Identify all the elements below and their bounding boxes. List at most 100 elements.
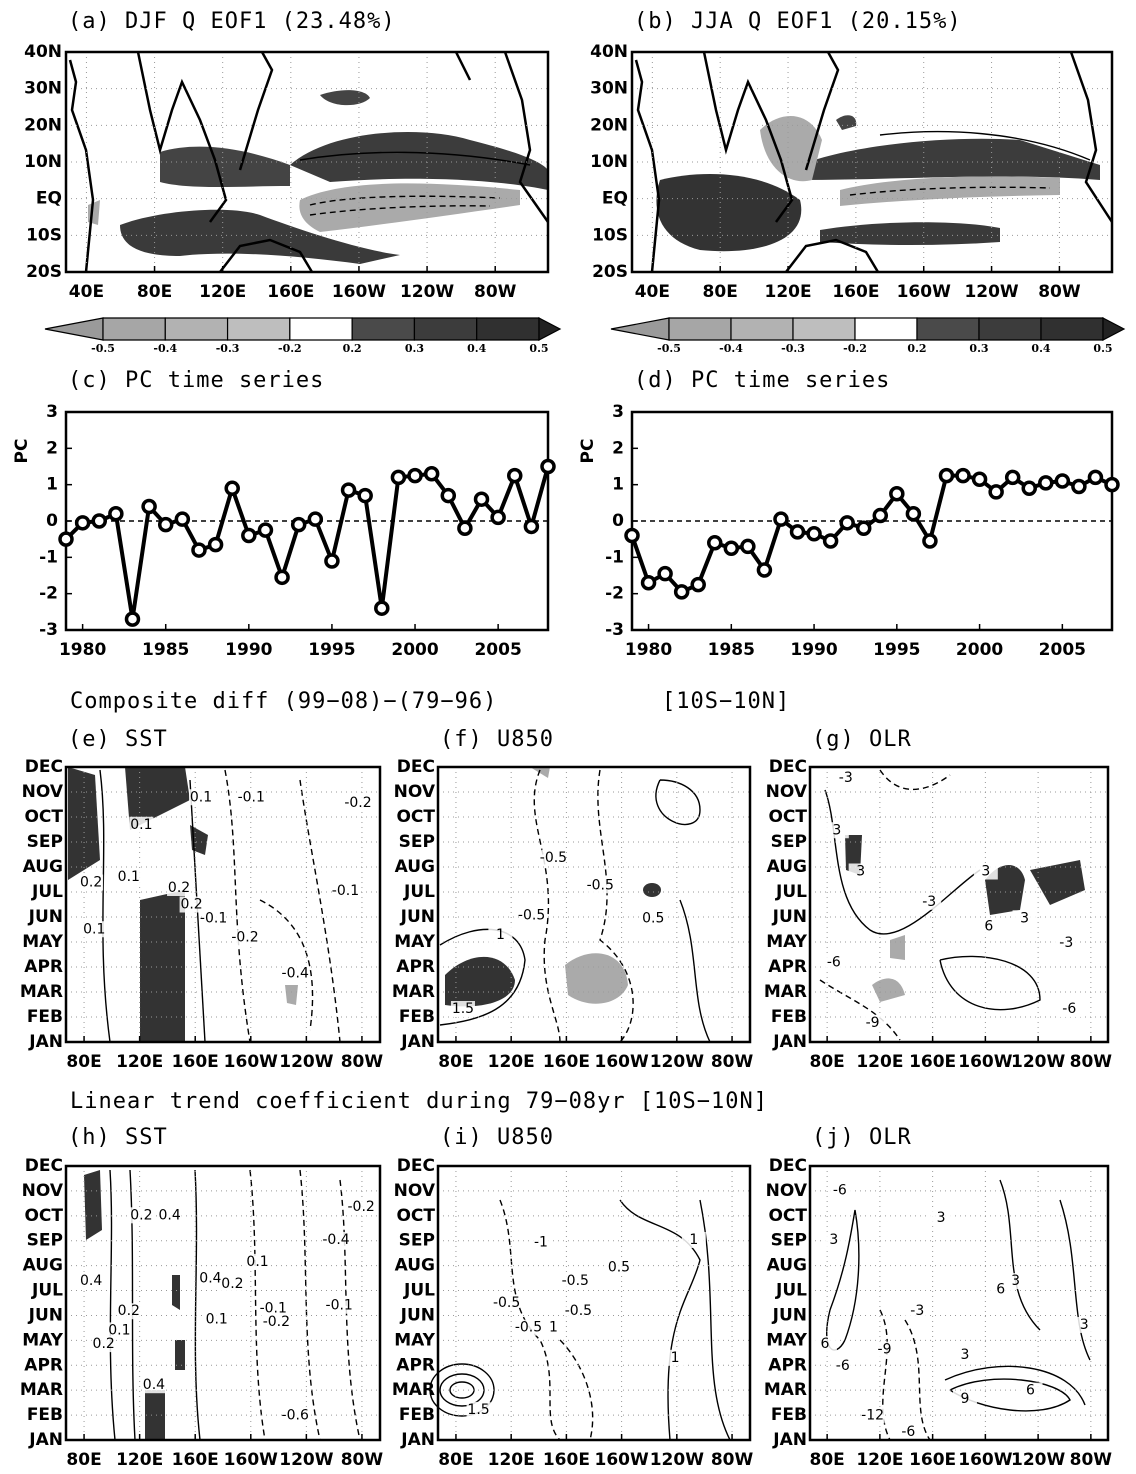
contour-label-bg xyxy=(333,882,358,899)
point xyxy=(988,484,1004,500)
y-tick-label: SEP xyxy=(27,1231,63,1251)
x-tick-label: 160E xyxy=(909,1052,956,1072)
contour-label: 6 xyxy=(820,1336,829,1352)
y-tick-label: APR xyxy=(24,1355,63,1375)
y-tick-label: 20N xyxy=(590,115,628,135)
y-tick-label: 2 xyxy=(612,438,624,458)
contour-label: 1 xyxy=(549,1320,558,1336)
y-tick-label: JUN xyxy=(772,907,807,927)
contour-label: 0.2 xyxy=(118,1303,140,1319)
contour-label: 0.1 xyxy=(118,869,140,885)
contour-label: 3 xyxy=(1020,910,1029,926)
contour-label: -0.5 xyxy=(587,877,614,893)
x-tick-label: 40E xyxy=(635,282,670,302)
y-tick-label: NOV xyxy=(22,1181,64,1201)
contour-label: -0.2 xyxy=(344,795,371,811)
hovmoller-h-fields xyxy=(84,1169,361,1441)
y-tick-label: MAY xyxy=(394,932,435,952)
x-tick-label: 1985 xyxy=(142,640,189,660)
point xyxy=(507,467,523,484)
point xyxy=(905,505,922,522)
y-tick-label: JUN xyxy=(400,907,435,927)
y-tick-label: OCT xyxy=(768,1206,807,1226)
y-tick-label: JAN xyxy=(28,1032,63,1052)
y-tick-label: FEB xyxy=(27,1007,63,1027)
contour-label: -0.1 xyxy=(200,910,227,926)
contour-label: -0.5 xyxy=(562,1273,589,1289)
x-tick-label: 120E xyxy=(116,1450,163,1470)
y-tick-label: AUG xyxy=(23,857,63,877)
map-b-shading xyxy=(656,115,1100,252)
colorbar-segment xyxy=(538,317,562,341)
contour-label-bg xyxy=(566,1303,591,1320)
chart-title: (d) PC time series xyxy=(634,368,890,393)
point xyxy=(191,542,207,558)
colorbar-segment xyxy=(668,317,732,341)
contour-label-bg xyxy=(141,1377,166,1394)
contour-label: 6 xyxy=(996,1281,1005,1297)
x-tick-label: 120E xyxy=(488,1052,535,1072)
point xyxy=(624,527,640,544)
chart-title: (i) U850 xyxy=(440,1125,554,1150)
x-tick-label: 120E xyxy=(488,1450,535,1470)
y-tick-label: SEP xyxy=(399,1231,435,1251)
x-tick-label: 160E xyxy=(909,1450,956,1470)
y-tick-label: 10S xyxy=(26,225,62,245)
point xyxy=(207,536,224,553)
chart-title: (j) OLR xyxy=(812,1125,912,1150)
colorbar-label: -0.3 xyxy=(781,342,805,355)
x-tick-label: 80E xyxy=(66,1052,101,1072)
contour-label-bg xyxy=(129,816,154,833)
point xyxy=(241,527,257,544)
x-tick-label: 120W xyxy=(1011,1052,1065,1072)
y-tick-label: NOV xyxy=(394,782,436,802)
x-tick-label: 1995 xyxy=(308,640,355,660)
contour-label-bg xyxy=(860,1014,885,1031)
y-tick-label: 2 xyxy=(46,438,58,458)
point xyxy=(174,511,191,527)
contour-label-bg xyxy=(641,910,666,927)
map-b-coast xyxy=(634,51,1114,273)
y-tick-label: AUG xyxy=(23,1256,63,1276)
contour-label-bg xyxy=(1018,1382,1043,1399)
y-tick-label: MAR xyxy=(392,1380,435,1400)
contour-label-bg xyxy=(494,1295,519,1311)
contour-label: 0.2 xyxy=(221,1276,243,1292)
contour-label: -6 xyxy=(833,1183,847,1199)
contour-label-bg xyxy=(488,926,513,943)
y-tick-label: 20N xyxy=(24,115,62,135)
contour-label: 0.2 xyxy=(130,1207,152,1223)
y-tick-label: 3 xyxy=(612,402,624,422)
contour-label: -0.2 xyxy=(263,1314,290,1330)
y-tick-label: AUG xyxy=(395,1256,435,1276)
point xyxy=(773,511,789,527)
y-tick-label: NOV xyxy=(394,1181,436,1201)
contour-label-bg xyxy=(821,954,846,971)
contour-label: 3 xyxy=(856,864,865,880)
point xyxy=(224,480,240,497)
section-title: [10S−10N] xyxy=(662,689,790,714)
contour-label-bg xyxy=(812,1336,837,1353)
contour-label: 3 xyxy=(937,1210,946,1226)
colorbar-label: -0.2 xyxy=(843,342,867,355)
point xyxy=(357,487,373,504)
colorbar-segment xyxy=(226,317,291,341)
contour-label-bg xyxy=(264,1314,289,1331)
point xyxy=(523,518,540,535)
point xyxy=(673,584,690,600)
x-tick-label: 80E xyxy=(438,1450,473,1470)
contour-label-bg xyxy=(563,1273,588,1290)
point xyxy=(1104,476,1120,493)
colorbar-segment xyxy=(730,317,794,341)
colorbar-segment xyxy=(102,317,166,341)
colorbar-segment xyxy=(1040,317,1104,341)
x-tick-label: 160W xyxy=(958,1052,1012,1072)
y-tick-label: 3 xyxy=(46,402,58,422)
contour-label: 0.4 xyxy=(158,1207,180,1223)
point xyxy=(274,569,290,586)
y-tick-label: APR xyxy=(24,957,63,977)
y-tick-label: DEC xyxy=(769,1156,807,1176)
y-tick-label: JUN xyxy=(400,1305,435,1325)
x-tick-label: 160E xyxy=(543,1052,590,1072)
chart-title: (e) SST xyxy=(68,727,168,752)
